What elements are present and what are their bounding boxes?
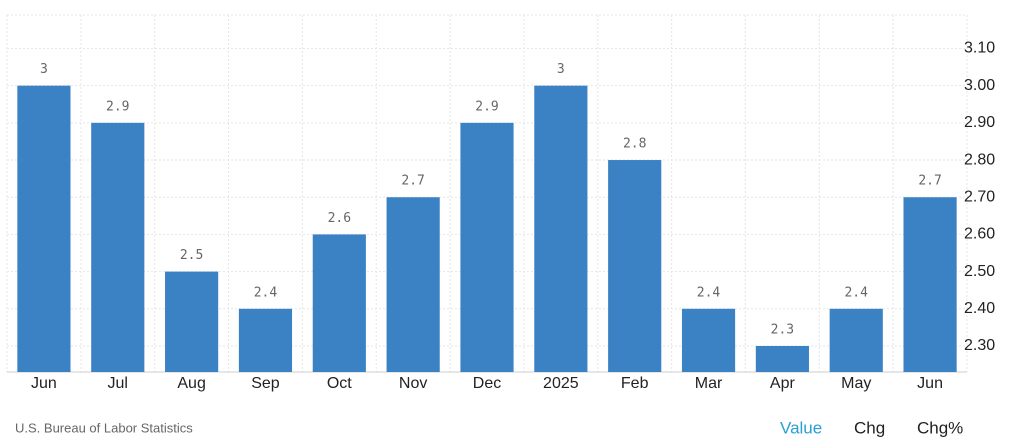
value-label: 2.5 bbox=[180, 248, 203, 263]
value-label: 2.4 bbox=[254, 285, 278, 300]
bar bbox=[460, 122, 514, 372]
bar bbox=[534, 85, 588, 372]
value-label: 3 bbox=[557, 62, 565, 77]
y-tick-label: 2.80 bbox=[964, 151, 995, 168]
y-tick-label: 3.00 bbox=[964, 77, 995, 94]
value-label: 2.4 bbox=[697, 285, 721, 300]
bar bbox=[312, 234, 366, 372]
bar bbox=[829, 308, 883, 372]
y-tick-label: 2.50 bbox=[964, 263, 995, 280]
x-tick-label: Apr bbox=[770, 375, 796, 392]
value-label: 2.7 bbox=[401, 174, 424, 189]
tab-value[interactable]: Value bbox=[780, 418, 822, 437]
value-label: 2.6 bbox=[328, 211, 351, 226]
bar bbox=[681, 308, 736, 372]
value-label: 2.4 bbox=[844, 285, 868, 300]
x-tick-label: Jul bbox=[108, 375, 128, 392]
bar bbox=[386, 197, 440, 372]
x-tick-label: Mar bbox=[695, 375, 723, 392]
tab-chg[interactable]: Chg bbox=[854, 418, 885, 437]
y-tick-label: 2.40 bbox=[964, 300, 995, 317]
value-label: 3 bbox=[40, 62, 48, 77]
x-tick-label: Jun bbox=[31, 375, 57, 392]
x-tick-label: Aug bbox=[177, 375, 205, 392]
bar bbox=[238, 308, 293, 372]
y-tick-label: 2.30 bbox=[964, 337, 995, 354]
value-label: 2.8 bbox=[623, 137, 646, 152]
value-label: 2.9 bbox=[106, 99, 129, 114]
y-tick-label: 2.90 bbox=[964, 114, 995, 131]
value-label: 2.3 bbox=[771, 322, 794, 337]
bar bbox=[165, 271, 219, 372]
x-tick-label: Oct bbox=[327, 375, 352, 392]
x-tick-label: May bbox=[841, 375, 871, 392]
y-tick-label: 2.60 bbox=[964, 226, 995, 243]
y-tick-label: 3.10 bbox=[964, 40, 995, 57]
y-tick-label: 2.70 bbox=[964, 188, 995, 205]
bar bbox=[17, 85, 71, 372]
x-tick-label: Nov bbox=[399, 375, 427, 392]
tab-chg-pct[interactable]: Chg% bbox=[917, 418, 963, 437]
value-label: 2.7 bbox=[918, 174, 941, 189]
x-tick-label: Sep bbox=[251, 375, 280, 392]
x-tick-label: Feb bbox=[621, 375, 649, 392]
bar bbox=[755, 345, 809, 372]
bar bbox=[91, 122, 145, 372]
bar bbox=[608, 160, 662, 372]
x-tick-label: 2025 bbox=[543, 375, 579, 392]
x-tick-label: Dec bbox=[473, 375, 501, 392]
x-tick-label: Jun bbox=[917, 375, 943, 392]
source: U.S. Bureau of Labor Statistics bbox=[15, 420, 193, 435]
value-label: 2.9 bbox=[475, 99, 498, 114]
bar bbox=[903, 197, 957, 372]
